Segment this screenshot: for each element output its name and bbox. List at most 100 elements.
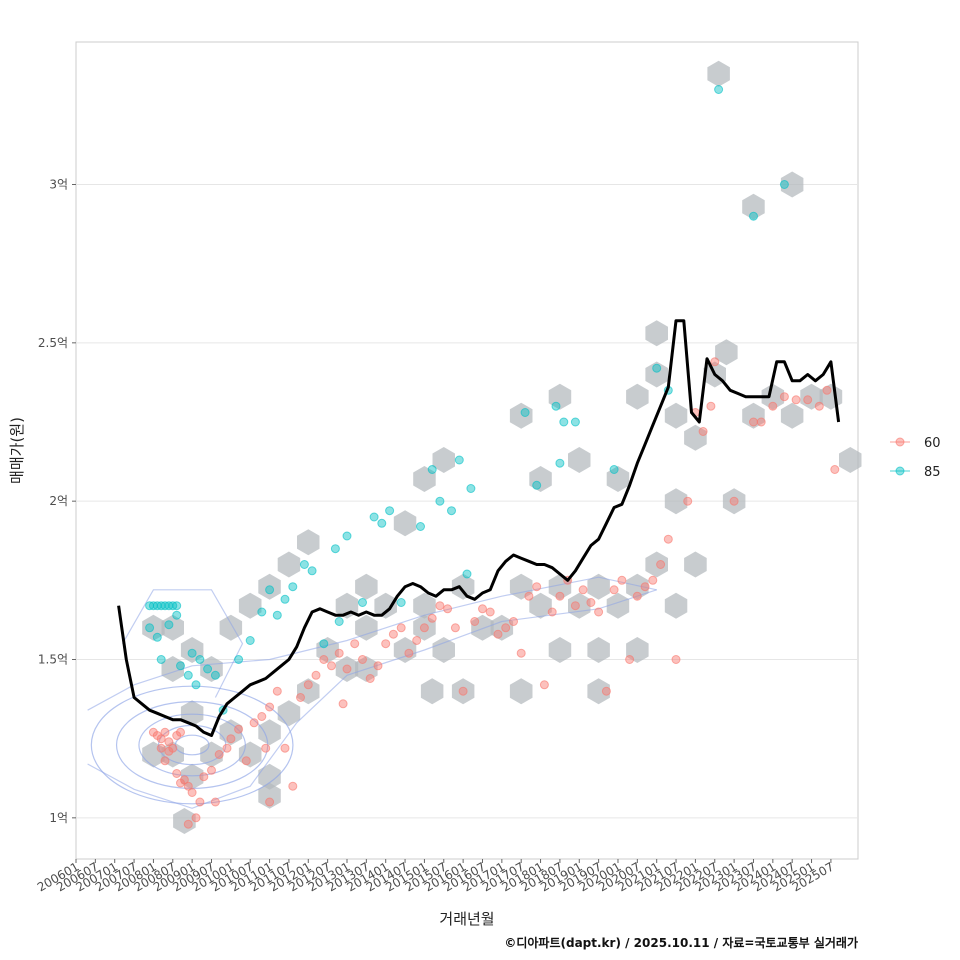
point-60 — [640, 582, 650, 592]
point-60 — [524, 591, 534, 601]
point-60 — [187, 788, 197, 797]
hexbin — [742, 402, 765, 429]
hexbin — [258, 782, 281, 809]
hexbin — [664, 488, 688, 515]
point-60 — [586, 598, 596, 607]
point-60 — [350, 639, 360, 649]
hexbin — [355, 573, 378, 600]
point-60 — [470, 617, 480, 626]
point-85 — [319, 639, 329, 649]
point-60 — [338, 699, 348, 709]
point-60 — [234, 724, 244, 734]
legend-key-60 — [895, 437, 905, 447]
legend-key-85 — [895, 466, 905, 476]
point-60 — [683, 496, 693, 506]
point-85 — [466, 484, 476, 493]
hexbin — [258, 719, 281, 746]
hexbin — [238, 592, 262, 619]
hexbin — [529, 466, 552, 492]
point-60 — [160, 756, 170, 766]
point-60 — [241, 756, 251, 766]
y-tick-label: 1억 — [49, 811, 68, 825]
legend-label-60: 60 — [924, 436, 941, 451]
point-85 — [257, 607, 267, 617]
point-60 — [729, 496, 739, 506]
hexbin — [413, 614, 436, 641]
plot-panel — [75, 41, 859, 860]
hexbin — [258, 573, 281, 600]
hexbin — [587, 573, 610, 600]
trend-line — [117, 319, 841, 737]
hexbin — [645, 320, 668, 347]
point-60 — [756, 417, 766, 427]
point-60 — [516, 648, 526, 658]
point-60 — [156, 743, 166, 753]
hexbin — [626, 637, 649, 663]
point-60 — [698, 427, 708, 436]
y-tick-label: 2.5억 — [38, 336, 68, 350]
point-60 — [791, 395, 801, 405]
point-60 — [160, 727, 170, 737]
hexbin — [297, 678, 320, 705]
point-85 — [280, 594, 290, 604]
hexbin — [839, 447, 862, 473]
point-60 — [632, 591, 642, 601]
point-60 — [749, 417, 758, 427]
point-85 — [416, 522, 425, 531]
point-60 — [532, 582, 542, 592]
hexbin — [684, 551, 707, 578]
point-60 — [210, 797, 220, 807]
point-85 — [358, 598, 367, 607]
point-85 — [396, 598, 406, 607]
point-60 — [172, 769, 182, 778]
point-60 — [164, 737, 174, 747]
point-85 — [203, 664, 213, 674]
point-85 — [462, 569, 472, 579]
legend-label-85: 85 — [924, 465, 941, 480]
x-axis: 2006012006072007012007072008012008072009… — [35, 859, 836, 895]
hexbin — [664, 592, 688, 619]
point-60 — [342, 664, 352, 674]
hexbin — [626, 383, 649, 410]
point-60 — [272, 686, 282, 696]
point-60 — [365, 674, 375, 683]
point-60 — [501, 623, 511, 633]
point-85 — [447, 506, 456, 516]
point-60 — [427, 613, 437, 623]
hexbin — [374, 592, 397, 619]
hexbin — [509, 678, 533, 705]
point-60 — [555, 591, 565, 601]
point-60 — [176, 727, 185, 737]
point-60 — [478, 604, 487, 614]
hexbin — [606, 592, 630, 619]
hexbin — [335, 656, 359, 682]
point-85 — [195, 655, 205, 664]
legend: 60 85 — [890, 436, 941, 480]
point-60 — [164, 746, 174, 756]
point-60 — [207, 765, 216, 775]
point-60 — [814, 401, 824, 411]
point-85 — [454, 455, 464, 465]
point-60 — [609, 585, 619, 595]
point-85 — [551, 401, 561, 411]
point-60 — [195, 797, 205, 807]
point-60 — [381, 639, 391, 649]
point-60 — [594, 607, 604, 617]
point-85 — [714, 85, 724, 94]
point-60 — [334, 648, 344, 658]
point-85 — [265, 585, 275, 595]
point-60 — [280, 743, 290, 753]
point-60 — [710, 357, 720, 367]
point-85 — [210, 670, 220, 680]
hexbin — [587, 637, 610, 663]
hexbin — [715, 339, 738, 366]
hexbin — [413, 592, 436, 619]
point-60 — [249, 718, 259, 728]
hexbin — [645, 361, 668, 388]
point-85 — [334, 617, 344, 626]
point-60 — [450, 623, 460, 633]
point-85 — [176, 661, 185, 671]
point-85 — [427, 465, 437, 474]
hexbin — [722, 488, 746, 515]
